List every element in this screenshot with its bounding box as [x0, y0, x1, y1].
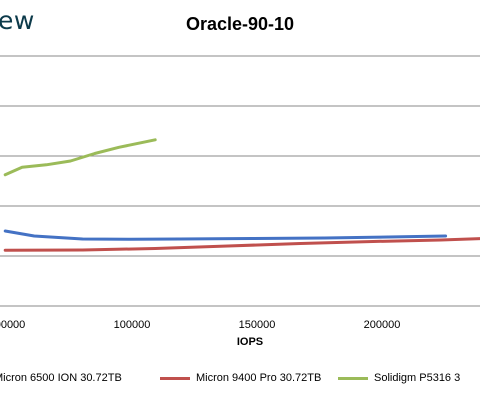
legend-item-micron-6500: Micron 6500 ION 30.72TB — [0, 372, 122, 384]
x-tick-label: 150000 — [239, 319, 276, 331]
legend-item-micron-9400: Micron 9400 Pro 30.72TB — [160, 372, 321, 384]
series-line-2 — [3, 138, 157, 177]
x-tick-label: 00000 — [0, 319, 25, 331]
legend-label-micron-6500: Micron 6500 ION 30.72TB — [0, 372, 122, 384]
legend-label-micron-9400: Micron 9400 Pro 30.72TB — [196, 372, 322, 384]
legend-swatch-micron-9400 — [160, 376, 190, 380]
legend-item-solidigm: Solidigm P5316 3 — [338, 372, 460, 384]
x-axis-label: IOPS — [236, 336, 264, 348]
legend-label-solidigm: Solidigm P5316 3 — [374, 372, 461, 384]
x-tick-label: 200000 — [364, 319, 401, 331]
chart-title: Oracle-90-10 — [185, 14, 295, 34]
series-line-0 — [3, 229, 448, 241]
series-line-1 — [3, 237, 480, 252]
gridlines — [0, 55, 480, 307]
series-lines — [3, 138, 480, 252]
x-tick-label: 100000 — [114, 319, 151, 331]
legend-swatch-solidigm — [338, 376, 368, 380]
x-tick-labels: 00000 100000 150000 200000 — [0, 319, 400, 331]
brand-logo-text: ew — [0, 6, 35, 35]
